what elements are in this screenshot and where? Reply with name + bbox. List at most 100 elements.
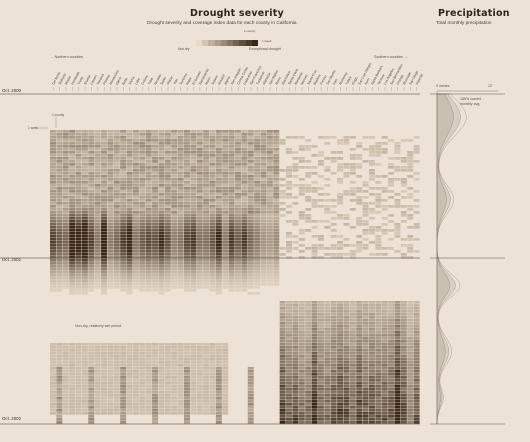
heatmap-cell — [298, 400, 305, 403]
heatmap-cell — [139, 244, 146, 247]
heatmap-cell — [88, 133, 95, 136]
heatmap-cell — [292, 328, 299, 331]
heatmap-cell — [164, 394, 171, 397]
heatmap-cell — [50, 385, 56, 388]
heatmap-cell — [368, 349, 375, 352]
heatmap-cell — [171, 169, 178, 172]
heatmap-cell — [139, 262, 146, 265]
heatmap-cell — [292, 409, 299, 412]
heatmap-cell — [330, 346, 337, 349]
heatmap-cell — [56, 136, 63, 139]
heatmap-cell — [311, 334, 318, 337]
heatmap-cell — [203, 163, 210, 166]
heatmap-cell — [177, 361, 184, 364]
heatmap-cell — [50, 232, 56, 235]
heatmap-cell — [337, 316, 344, 319]
heatmap-cell — [407, 163, 414, 166]
heatmap-cell — [215, 148, 222, 151]
heatmap-cell — [394, 178, 401, 181]
heatmap-cell — [145, 349, 152, 352]
heatmap-cell — [273, 199, 280, 202]
heatmap-cell — [69, 271, 76, 274]
heatmap-cell — [254, 148, 261, 151]
heatmap-cell — [286, 250, 293, 253]
heatmap-cell — [305, 328, 312, 331]
heatmap-cell — [183, 346, 190, 349]
heatmap-cell — [196, 406, 203, 409]
heatmap-cell — [94, 244, 101, 247]
heatmap-cell — [81, 160, 88, 163]
heatmap-cell — [190, 154, 197, 157]
heatmap-cell — [311, 256, 318, 259]
heatmap-cell — [126, 196, 133, 199]
heatmap-cell — [139, 172, 146, 175]
heatmap-cell — [215, 175, 222, 178]
heatmap-cell — [260, 172, 267, 175]
heatmap-cell — [222, 391, 229, 394]
heatmap-cell — [145, 343, 152, 346]
heatmap-cell — [305, 139, 312, 142]
heatmap-cell — [254, 199, 261, 202]
heatmap-cell — [75, 355, 82, 358]
heatmap-cell — [247, 406, 254, 409]
heatmap-cell — [215, 352, 222, 355]
heatmap-cell — [356, 364, 363, 367]
heatmap-cell — [222, 388, 229, 391]
heatmap-cell — [209, 250, 216, 253]
heatmap-cell — [101, 286, 108, 289]
heatmap-cell — [241, 163, 248, 166]
heatmap-cell — [407, 415, 414, 418]
heatmap-cell — [407, 208, 414, 211]
heatmap-cell — [152, 250, 159, 253]
heatmap-cell — [286, 334, 293, 337]
heatmap-cell — [75, 142, 82, 145]
heatmap-cell — [50, 139, 56, 142]
heatmap-cell — [75, 148, 82, 151]
heatmap-cell — [324, 247, 331, 250]
heatmap-cell — [120, 415, 127, 418]
heatmap-cell — [343, 340, 350, 343]
heatmap-cell — [286, 205, 293, 208]
heatmap-cell — [400, 394, 407, 397]
heatmap-cell — [266, 280, 273, 283]
heatmap-cell — [190, 286, 197, 289]
heatmap-cell — [209, 178, 216, 181]
heatmap-cell — [222, 214, 229, 217]
heatmap-cell — [273, 268, 280, 271]
heatmap-cell — [356, 313, 363, 316]
heatmap-cell — [183, 256, 190, 259]
heatmap-cell — [164, 388, 171, 391]
heatmap-cell — [247, 214, 254, 217]
heatmap-cell — [356, 409, 363, 412]
heatmap-cell — [203, 352, 210, 355]
heatmap-cell — [145, 379, 152, 382]
heatmap-cell — [317, 199, 324, 202]
heatmap-cell — [203, 223, 210, 226]
heatmap-cell — [337, 361, 344, 364]
heatmap-cell — [254, 256, 261, 259]
heatmap-cell — [298, 388, 305, 391]
heatmap-cell — [388, 373, 395, 376]
heatmap-cell — [324, 334, 331, 337]
heatmap-cell — [88, 214, 95, 217]
heatmap-cell — [273, 217, 280, 220]
heatmap-cell — [177, 382, 184, 385]
heatmap-cell — [368, 394, 375, 397]
heatmap-cell — [254, 139, 261, 142]
heatmap-cell — [413, 148, 420, 151]
heatmap-cell — [311, 352, 318, 355]
heatmap-cell — [215, 394, 222, 397]
heatmap-cell — [152, 163, 159, 166]
heatmap-cell — [158, 193, 165, 196]
heatmap-cell — [190, 277, 197, 280]
heatmap-cell — [158, 349, 165, 352]
key-week-label: 1 week — [28, 126, 39, 130]
heatmap-cell — [349, 361, 356, 364]
heatmap-cell — [394, 352, 401, 355]
heatmap-cell — [75, 244, 82, 247]
heatmap-cell — [139, 238, 146, 241]
heatmap-cell — [152, 154, 159, 157]
heatmap-cell — [235, 265, 241, 268]
heatmap-cell — [158, 154, 165, 157]
legend-week-label: 1 week — [262, 39, 272, 43]
